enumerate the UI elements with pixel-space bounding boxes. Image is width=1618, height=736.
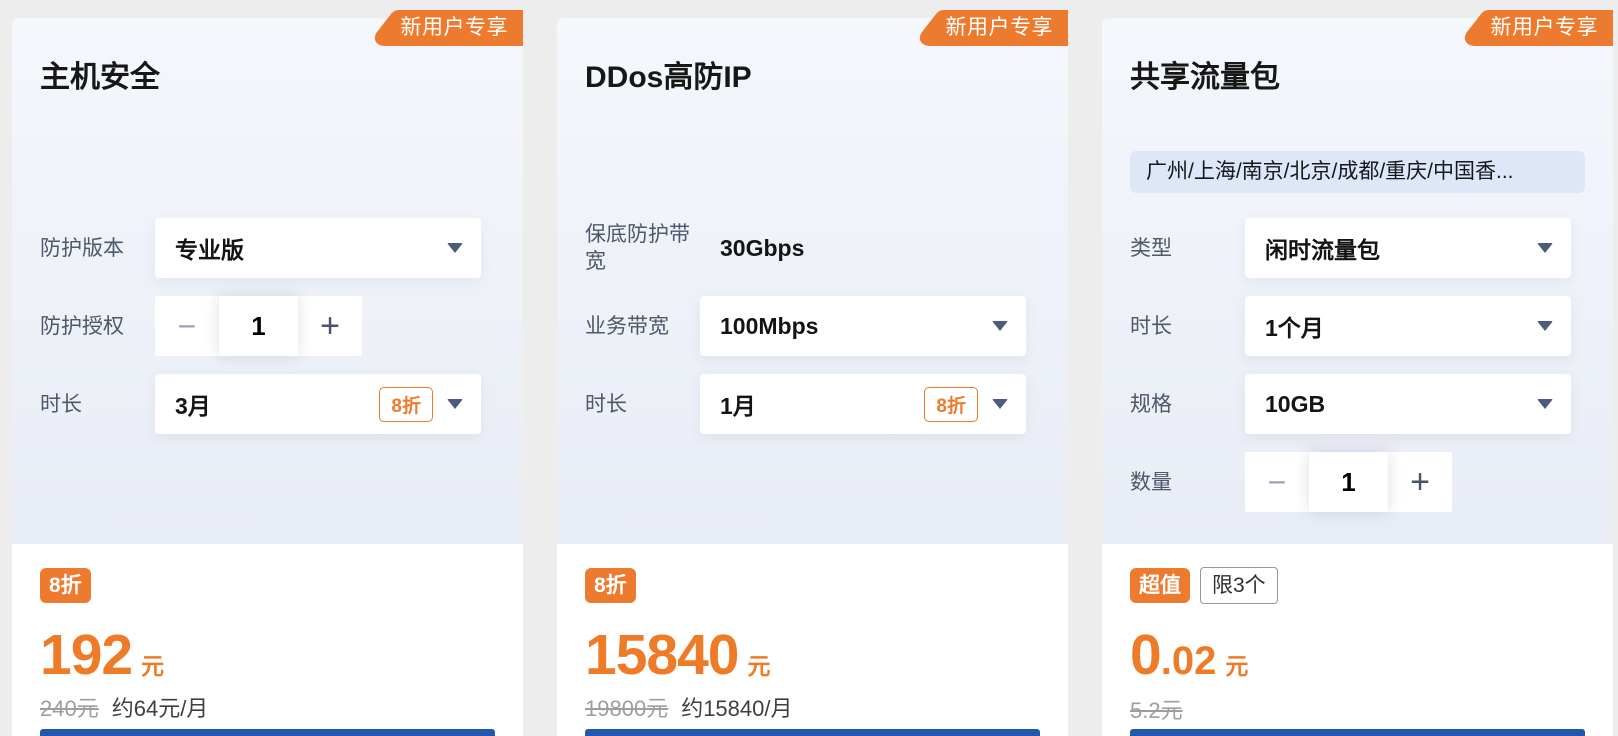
duration-select[interactable]: 3月 8折 bbox=[155, 374, 481, 434]
price-section: 超值 限3个 0 .02 元 5.2元 bbox=[1102, 544, 1613, 736]
row-label: 保底防护带宽 bbox=[585, 223, 690, 273]
ribbon-shape bbox=[1459, 10, 1613, 46]
price-section: 8折 192 元 240元 约64元/月 bbox=[12, 544, 523, 736]
monthly-estimate: 约64元/月 bbox=[111, 696, 209, 721]
new-user-badge: 新用户专享 bbox=[914, 10, 1068, 46]
base-protection-bandwidth-value: 30Gbps bbox=[720, 234, 805, 261]
card-config-section: 新用户专享 共享流量包 广州/上海/南京/北京/成都/重庆/中国香... 类型 … bbox=[1102, 18, 1613, 544]
ribbon-label: 新用户专享 bbox=[945, 16, 1053, 39]
ribbon-label: 新用户专享 bbox=[400, 16, 508, 39]
select-value: 100Mbps bbox=[720, 312, 819, 339]
form-row: 时长 1月 8折 bbox=[585, 374, 1040, 434]
product-card-ddos-ip: 新用户专享 DDos高防IP 保底防护带宽 30Gbps 业务带宽 100Mbp… bbox=[557, 18, 1068, 736]
product-card-shared-traffic: 新用户专享 共享流量包 广州/上海/南京/北京/成都/重庆/中国香... 类型 … bbox=[1102, 18, 1613, 736]
buy-button-top-edge[interactable] bbox=[40, 729, 495, 736]
price-decimal: .02 bbox=[1160, 639, 1217, 683]
ribbon-shape bbox=[914, 10, 1068, 46]
price-integer: 192 bbox=[40, 623, 133, 687]
price-amount: 0 .02 元 bbox=[1130, 623, 1585, 687]
select-value: 专业版 bbox=[175, 237, 244, 263]
business-bandwidth-select[interactable]: 100Mbps bbox=[700, 296, 1026, 356]
duration-select[interactable]: 1个月 bbox=[1245, 296, 1571, 356]
select-value: 3月 bbox=[175, 393, 211, 419]
plus-button[interactable]: + bbox=[298, 296, 362, 356]
discount-tag: 8折 bbox=[379, 386, 433, 422]
buy-button-top-edge[interactable] bbox=[1130, 729, 1585, 736]
form-row: 时长 3月 8折 bbox=[40, 374, 495, 434]
original-price: 240元 bbox=[40, 696, 99, 721]
select-value: 10GB bbox=[1265, 390, 1326, 417]
caret-down-icon bbox=[992, 321, 1008, 331]
region-list-chip: 广州/上海/南京/北京/成都/重庆/中国香... bbox=[1130, 151, 1585, 193]
monthly-estimate: 约15840/月 bbox=[681, 696, 793, 721]
minus-button[interactable]: − bbox=[155, 296, 219, 356]
discount-badge: 8折 bbox=[585, 567, 636, 603]
duration-select[interactable]: 1月 8折 bbox=[700, 374, 1026, 434]
select-value: 闲时流量包 bbox=[1265, 237, 1380, 263]
row-label: 类型 bbox=[1130, 236, 1172, 260]
caret-down-icon bbox=[447, 399, 463, 409]
discount-tag: 8折 bbox=[924, 386, 978, 422]
form-row: 保底防护带宽 30Gbps bbox=[585, 218, 1040, 278]
row-label: 规格 bbox=[1130, 392, 1172, 416]
price-section: 8折 15840 元 19800元 约15840/月 bbox=[557, 544, 1068, 736]
ribbon-shape bbox=[369, 10, 523, 46]
card-config-section: 新用户专享 主机安全 防护版本 专业版 防护授权 − 1 + 时长 bbox=[12, 18, 523, 544]
new-user-badge: 新用户专享 bbox=[1459, 10, 1613, 46]
row-label: 防护授权 bbox=[40, 314, 124, 338]
form-row: 防护授权 − 1 + bbox=[40, 296, 495, 356]
minus-button[interactable]: − bbox=[1245, 452, 1309, 512]
protection-license-stepper: − 1 + bbox=[155, 296, 362, 356]
select-value: 1个月 bbox=[1265, 315, 1324, 341]
discount-badge: 8折 bbox=[40, 567, 91, 603]
limit-badge: 限3个 bbox=[1200, 566, 1278, 604]
caret-down-icon bbox=[992, 399, 1008, 409]
row-label: 时长 bbox=[1130, 314, 1172, 338]
row-label: 数量 bbox=[1130, 470, 1172, 494]
row-label: 业务带宽 bbox=[585, 314, 669, 338]
row-label: 时长 bbox=[585, 392, 627, 416]
original-price: 5.2元 bbox=[1130, 698, 1183, 723]
form-row: 时长 1个月 bbox=[1130, 296, 1585, 356]
price-unit: 元 bbox=[141, 653, 165, 679]
value-badge: 超值 bbox=[1130, 567, 1190, 603]
form-row: 业务带宽 100Mbps bbox=[585, 296, 1040, 356]
card-config-section: 新用户专享 DDos高防IP 保底防护带宽 30Gbps 业务带宽 100Mbp… bbox=[557, 18, 1068, 544]
row-label: 防护版本 bbox=[40, 236, 124, 260]
ribbon-label: 新用户专享 bbox=[1490, 16, 1598, 39]
protection-version-select[interactable]: 专业版 bbox=[155, 218, 481, 278]
price-integer: 15840 bbox=[585, 623, 740, 687]
select-value: 1月 bbox=[720, 393, 756, 419]
price-amount: 192 元 bbox=[40, 623, 495, 687]
original-price: 19800元 bbox=[585, 696, 669, 721]
plus-button[interactable]: + bbox=[1388, 452, 1452, 512]
price-unit: 元 bbox=[747, 653, 771, 679]
form-row: 规格 10GB bbox=[1130, 374, 1585, 434]
quantity-stepper: − 1 + bbox=[1245, 452, 1452, 512]
quantity-value[interactable]: 1 bbox=[219, 296, 298, 356]
card-title: 主机安全 bbox=[40, 61, 160, 94]
price-unit: 元 bbox=[1225, 653, 1249, 679]
card-title: 共享流量包 bbox=[1130, 61, 1280, 94]
caret-down-icon bbox=[1537, 243, 1553, 253]
type-select[interactable]: 闲时流量包 bbox=[1245, 218, 1571, 278]
form-row: 类型 闲时流量包 bbox=[1130, 218, 1585, 278]
form-row: 数量 − 1 + bbox=[1130, 452, 1585, 512]
quantity-value[interactable]: 1 bbox=[1309, 452, 1388, 512]
row-label: 时长 bbox=[40, 392, 82, 416]
new-user-badge: 新用户专享 bbox=[369, 10, 523, 46]
card-title: DDos高防IP bbox=[585, 61, 752, 94]
price-amount: 15840 元 bbox=[585, 623, 1040, 687]
caret-down-icon bbox=[447, 243, 463, 253]
caret-down-icon bbox=[1537, 399, 1553, 409]
product-card-host-security: 新用户专享 主机安全 防护版本 专业版 防护授权 − 1 + 时长 bbox=[12, 18, 523, 736]
spec-select[interactable]: 10GB bbox=[1245, 374, 1571, 434]
caret-down-icon bbox=[1537, 321, 1553, 331]
buy-button-top-edge[interactable] bbox=[585, 729, 1040, 736]
form-row: 防护版本 专业版 bbox=[40, 218, 495, 278]
price-integer: 0 bbox=[1130, 623, 1162, 687]
